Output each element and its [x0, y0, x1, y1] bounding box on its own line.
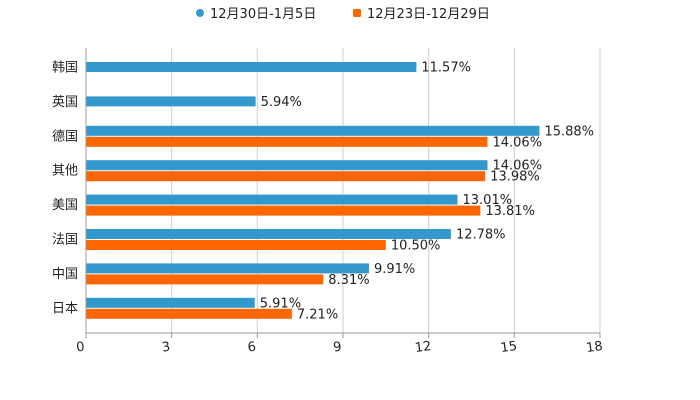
data-label: 8.31% [328, 273, 369, 288]
data-label: 7.21% [297, 307, 338, 322]
x-tick-label: 18 [585, 339, 603, 356]
category-label: 中国 [52, 267, 78, 282]
bar-1 [86, 229, 451, 239]
x-tick-label: 6 [247, 340, 257, 356]
x-tick-label: 15 [500, 339, 518, 356]
legend-label: 12月30日-1月5日 [210, 7, 316, 22]
legend-item-2[interactable]: 12月23日-12月29日 [353, 7, 490, 22]
bar-2 [86, 205, 481, 216]
legend-item-1[interactable]: 12月30日-1月5日 [196, 7, 316, 22]
grid-lines [171, 48, 601, 333]
data-label: 10.50% [391, 239, 441, 254]
x-tick-label: 12 [414, 339, 432, 356]
category-label: 法国 [52, 233, 78, 248]
bar-1 [86, 194, 458, 205]
legend-label: 12月23日-12月29日 [367, 7, 490, 22]
category-label: 日本 [52, 301, 78, 316]
data-label: 13.81% [485, 204, 535, 219]
category-label: 韩国 [52, 61, 78, 76]
bar-1 [86, 62, 417, 72]
bar-2 [86, 136, 488, 147]
data-label: 14.06% [492, 135, 542, 150]
bar-2 [86, 240, 386, 250]
bar-1 [86, 297, 255, 308]
x-tick-label: 0 [75, 340, 85, 356]
data-label: 5.94% [261, 95, 302, 110]
legend-marker-square-icon [353, 9, 361, 17]
category-label: 美国 [52, 198, 78, 213]
data-label: 15.88% [544, 124, 594, 139]
bar-2 [86, 274, 324, 285]
bar-2 [86, 171, 486, 182]
bar-1 [86, 125, 540, 136]
bars: 11.57%5.94%15.88%14.06%14.06%13.98%13.01… [86, 61, 594, 322]
category-label: 英国 [52, 95, 78, 110]
legend[interactable]: 12月30日-1月5日 12月23日-12月29日 [196, 7, 490, 22]
category-label: 德国 [52, 129, 78, 144]
data-label: 13.01% [463, 193, 513, 208]
data-label: 13.98% [490, 170, 540, 185]
bar-1 [86, 160, 488, 171]
bar-2 [86, 308, 292, 319]
data-label: 14.06% [492, 159, 542, 174]
data-label: 12.78% [456, 228, 506, 243]
data-label: 5.91% [260, 296, 301, 311]
bar-1 [86, 96, 256, 107]
data-label: 11.57% [421, 61, 471, 76]
x-tick-label: 3 [161, 340, 171, 356]
category-label: 其他 [52, 164, 78, 179]
legend-marker-circle-icon [196, 9, 204, 17]
bar-1 [86, 263, 369, 274]
data-label: 9.91% [374, 262, 415, 277]
x-tick-label: 9 [332, 340, 342, 356]
